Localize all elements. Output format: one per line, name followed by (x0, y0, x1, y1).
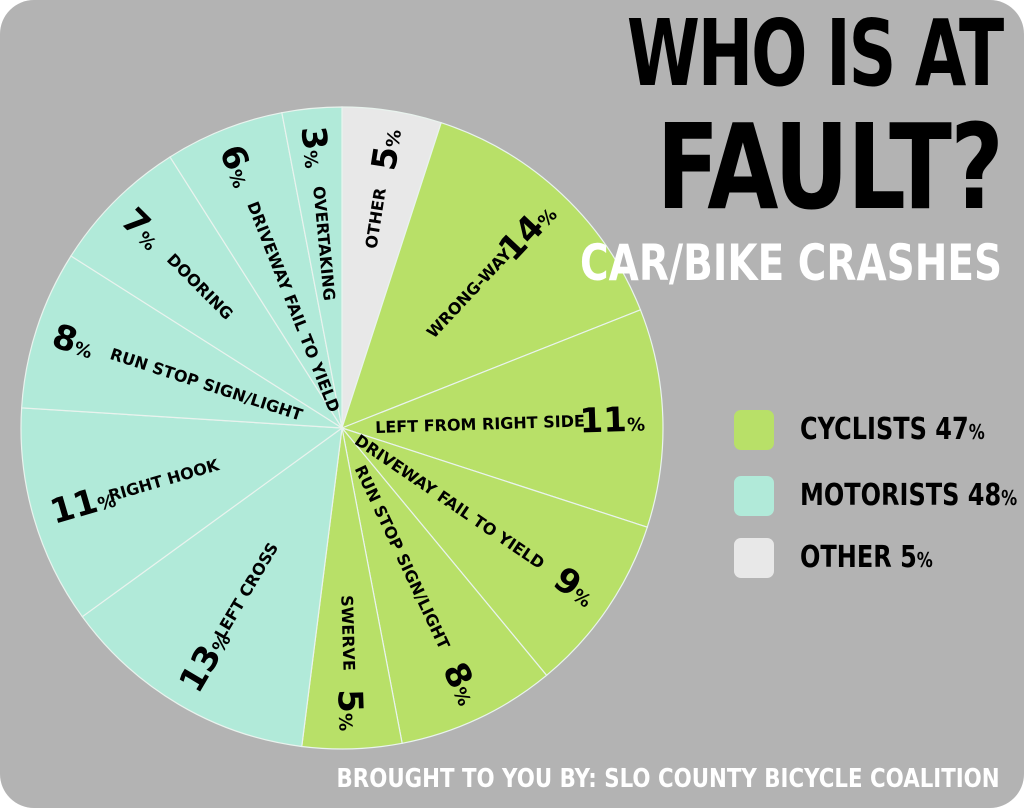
chart-title-line-2: FAULT? (656, 98, 1003, 236)
legend-unit-cyclists: % (968, 420, 985, 444)
pie-slice-motorists-right-hook (20, 407, 344, 618)
footer-credit: BROUGHT TO YOU BY: SLO COUNTY BICYCLE CO… (336, 764, 1000, 794)
legend-swatch-other (734, 538, 774, 578)
pie-slice-motorists-overtaking (281, 106, 343, 429)
pie-slice-cyclists-driveway-fail-to-yield (340, 426, 649, 677)
legend-text-cyclists: CYCLISTS 47% (800, 412, 985, 447)
pie-slice-cyclists-left-from-right-side (340, 309, 664, 528)
pie-slice-motorists-dooring (70, 156, 343, 429)
pie-slices (20, 106, 664, 750)
chart-title-line-1: WHO IS AT (626, 0, 1004, 107)
pie-slice-motorists-driveway-fail-to-yield (169, 111, 343, 429)
legend-unit-motorists: % (1001, 486, 1018, 510)
legend-swatch-motorists (734, 476, 774, 516)
pie-slice-motorists-run-stop-sign-light (20, 255, 343, 429)
legend-text-other: OTHER 5% (800, 540, 933, 575)
legend-unit-other: % (916, 548, 933, 572)
legend-text-motorists: MOTORISTS 48% (800, 478, 1017, 513)
pie-slice-cyclists-wrong-way (341, 121, 642, 430)
pie-slice-motorists-left-cross (81, 426, 343, 748)
legend-value-motorists: 48 (967, 478, 1002, 513)
legend-swatch-cyclists (734, 410, 774, 450)
legend-label-other: OTHER (800, 540, 892, 575)
legend-value-cyclists: 47 (935, 412, 969, 447)
legend-value-other: 5 (900, 540, 917, 575)
slice-label-group-5: 5%SWERVE (329, 595, 370, 732)
legend-label-cyclists: CYCLISTS (800, 412, 927, 447)
pie-slice-cyclists-run-stop-sign-light (341, 427, 548, 745)
legend-label-motorists: MOTORISTS (800, 478, 960, 513)
chart-subtitle: CAR/BIKE CRASHES (579, 234, 1002, 292)
slice-label-cyclists-swerve: SWERVE (337, 595, 358, 671)
